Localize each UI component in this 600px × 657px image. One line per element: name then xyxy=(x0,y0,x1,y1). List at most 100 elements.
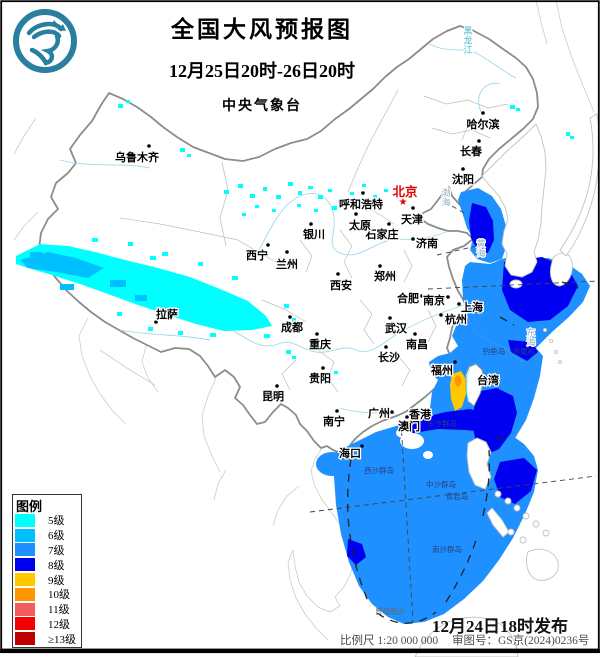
wind-area-10 xyxy=(454,375,462,387)
city-dot xyxy=(405,415,409,419)
legend-label: ≥13级 xyxy=(48,633,77,646)
city-label: 合肥 xyxy=(397,291,419,305)
legend-label: 7级 xyxy=(48,545,65,557)
city-dot xyxy=(378,264,382,268)
approval-number: 审图号：GS京(2024)0236号 xyxy=(452,635,590,647)
city-label: 银川 xyxy=(303,227,325,241)
river-label: 黑龙江 xyxy=(463,26,472,55)
rivers xyxy=(59,43,517,415)
island-label: 赤尾屿 xyxy=(513,347,536,356)
city-label: 石家庄 xyxy=(365,227,399,241)
luzon-island xyxy=(466,437,492,490)
island-label: 黄岩岛 xyxy=(446,491,469,501)
capital-star: ★ xyxy=(399,197,408,208)
city-dot xyxy=(411,206,415,210)
city-label: 南昌 xyxy=(406,337,428,351)
city-dot xyxy=(315,332,319,336)
city-dot xyxy=(411,237,415,241)
city-label: 兰州 xyxy=(276,257,298,271)
city-dot xyxy=(275,384,279,388)
city-dot xyxy=(439,313,443,317)
city-dot xyxy=(453,360,457,364)
city-label: 成都 xyxy=(281,320,303,334)
legend-item: 9级 xyxy=(13,572,81,587)
city-dot xyxy=(309,222,313,226)
legend-item: 6级 xyxy=(13,528,81,543)
legend-item: 11级 xyxy=(13,602,81,617)
borneo-island xyxy=(414,616,519,657)
sea-label: 东海 xyxy=(526,327,535,348)
city-label: 西宁 xyxy=(246,248,268,262)
city-label: 乌鲁木齐 xyxy=(115,150,160,164)
legend-swatch xyxy=(15,513,35,527)
legend-swatch xyxy=(15,573,35,587)
release-time: 12月24日18时发布 xyxy=(432,617,568,636)
island-label: 东沙群岛 xyxy=(427,418,457,428)
legend-label: 8级 xyxy=(48,559,65,572)
city-dot xyxy=(384,345,388,349)
legend-title: 图例 xyxy=(16,499,43,514)
legend-swatch xyxy=(15,543,35,557)
legend-item: 5级 xyxy=(13,513,81,528)
city-dot xyxy=(413,332,417,336)
legend-swatch xyxy=(15,558,35,572)
legend-panel: 图例 5级 6级 7级 8级 9级 10级 11级 12级 ≥13级 xyxy=(12,494,82,648)
legend-label: 12级 xyxy=(48,618,70,631)
city-label: 昆明 xyxy=(262,390,284,403)
city-label: 武汉 xyxy=(385,321,408,335)
island-label: 钓鱼岛 xyxy=(483,346,506,356)
wind-area-6 xyxy=(20,252,147,301)
legend-item: 10级 xyxy=(13,587,81,602)
city-dot xyxy=(285,250,289,254)
city-label: 长春 xyxy=(460,144,483,158)
legend-swatch xyxy=(15,587,35,601)
logo-ring xyxy=(13,9,77,73)
legend-item: 8级 xyxy=(13,557,81,572)
logo-wing xyxy=(51,20,66,31)
city-label: 西安 xyxy=(330,278,352,292)
city-label: 太原 xyxy=(348,218,371,232)
city-label: 海口 xyxy=(339,446,361,460)
city-dot xyxy=(420,294,424,298)
mindanao-island xyxy=(526,548,559,581)
city-label: 重庆 xyxy=(309,337,331,351)
logo-dragon-swirl xyxy=(26,21,64,66)
legend-label: 11级 xyxy=(48,604,70,617)
city-dot xyxy=(354,212,358,216)
city-dot xyxy=(388,316,392,320)
city-dot xyxy=(390,410,394,414)
city-dot xyxy=(266,243,270,247)
legend-swatch xyxy=(15,632,35,646)
palawan-island xyxy=(486,507,510,538)
city-label: 广州 xyxy=(368,406,390,420)
foreign-regions xyxy=(13,0,595,641)
sea-label: 渤海 xyxy=(441,187,450,208)
city-label: 拉萨 xyxy=(156,307,178,321)
city-dot xyxy=(461,167,465,171)
city-label: 台湾 xyxy=(477,373,499,387)
map-scale: 比例尺 1:20 000 000 xyxy=(340,635,439,647)
wind-area-holes xyxy=(396,428,433,459)
city-dot xyxy=(457,302,461,306)
legend-label: 10级 xyxy=(48,589,70,602)
nine-dash-line xyxy=(347,281,579,624)
legend-label: 6级 xyxy=(48,530,65,543)
island-label: 曾母暗沙 xyxy=(375,606,405,616)
province-borders xyxy=(119,89,509,393)
city-dot xyxy=(154,320,158,324)
korea-peninsula xyxy=(481,123,547,278)
city-label: 北京 xyxy=(392,184,418,199)
legend-item: 7级 xyxy=(13,543,81,558)
taiwan-island xyxy=(465,363,485,407)
legend-swatch xyxy=(15,528,35,542)
city-label: 哈尔滨 xyxy=(467,117,500,131)
city-label: 贵阳 xyxy=(309,371,331,385)
legend-label: 5级 xyxy=(48,515,65,528)
legend-item: ≥13级 xyxy=(13,631,81,646)
city-label: 济南 xyxy=(416,236,438,250)
